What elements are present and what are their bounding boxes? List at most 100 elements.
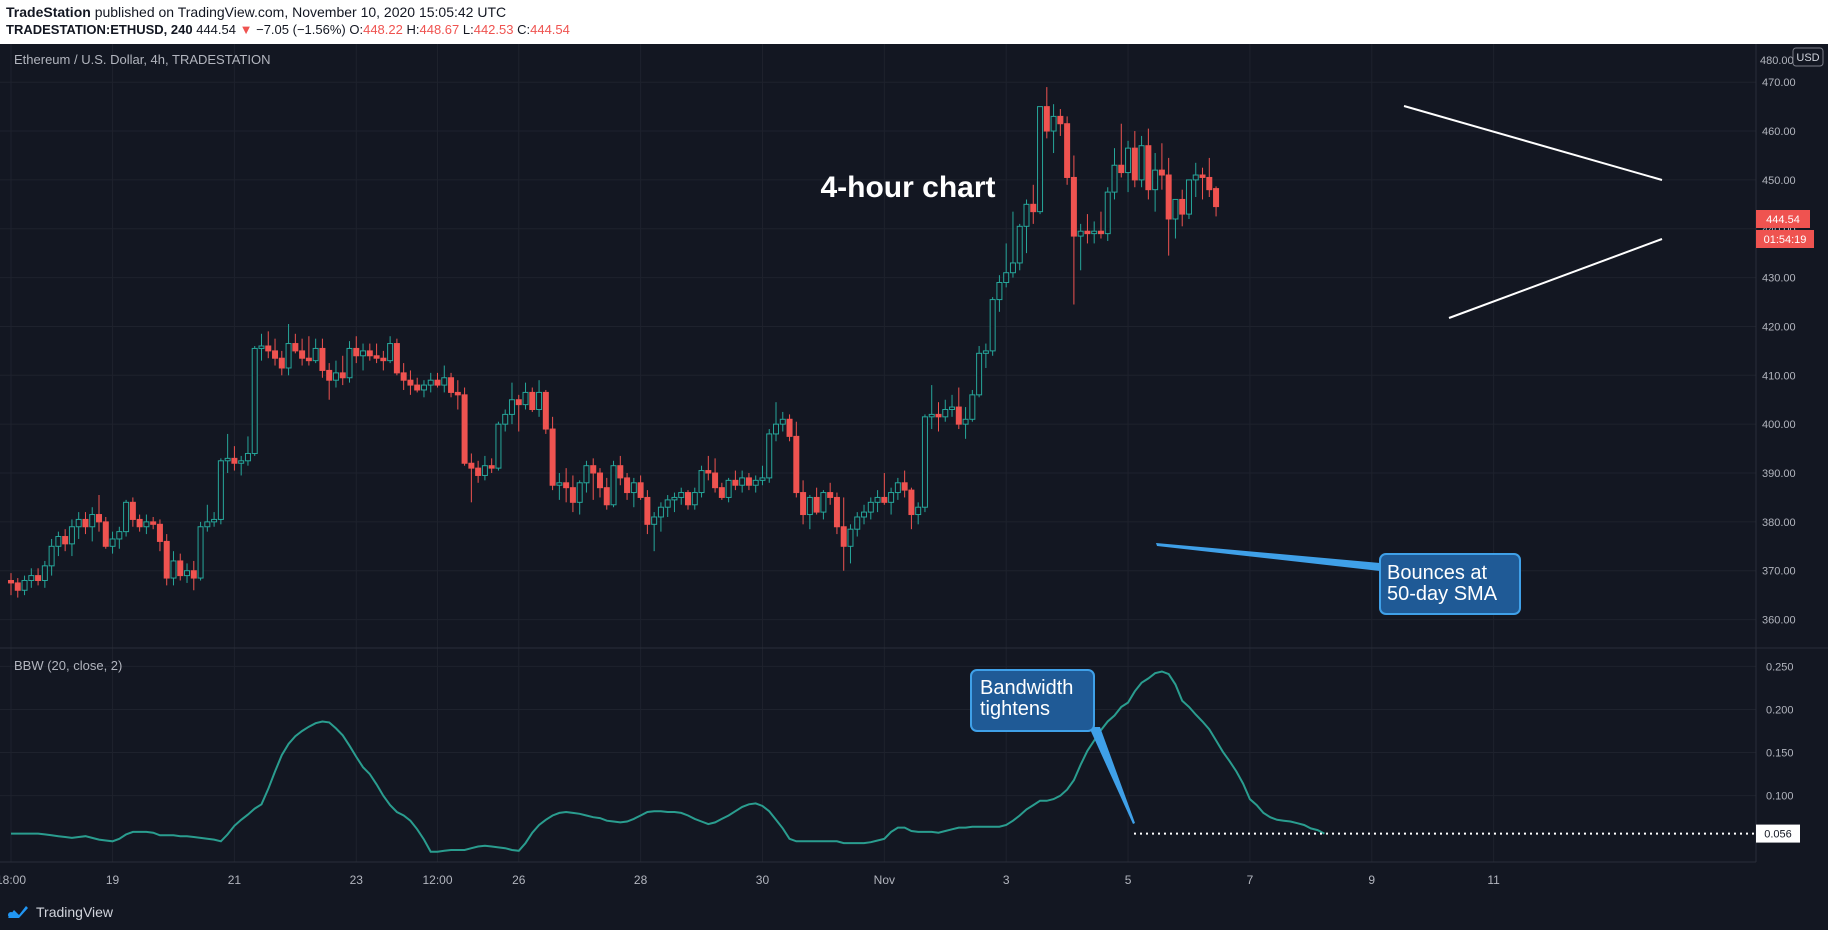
candle-body [590, 465, 597, 474]
candle-body [617, 465, 624, 479]
time-tick-label: 7 [1247, 873, 1254, 887]
candle-body [657, 506, 664, 518]
candle-body [576, 482, 583, 503]
candle-body [955, 406, 962, 425]
candle-body [921, 416, 928, 508]
candle-body [1037, 106, 1044, 213]
candle-body [339, 372, 346, 379]
bandwidth-callout-box [970, 669, 1095, 732]
tradingview-logo-icon [8, 906, 28, 918]
candle-body [380, 357, 387, 362]
candle-body [1084, 230, 1091, 235]
candle-body [1030, 203, 1037, 213]
candle-body [387, 343, 394, 362]
candle-body [1023, 203, 1030, 227]
candle-body [962, 418, 969, 425]
candle-body [1131, 147, 1138, 181]
currency-badge[interactable] [1792, 47, 1824, 67]
bbw-value-tag-label: 0.056 [1764, 829, 1792, 841]
candle-body [488, 465, 495, 469]
candle-body [292, 343, 299, 352]
candle-body [833, 496, 840, 528]
time-tick-label: 30 [756, 873, 770, 887]
candle-body [217, 460, 224, 520]
candle-body [265, 345, 272, 352]
candle-body [949, 406, 956, 411]
candle-body [624, 477, 631, 494]
bbw-tick-label: 0.100 [1766, 791, 1794, 803]
candle-body [1091, 230, 1098, 235]
candle-body [685, 492, 691, 506]
candle-body [319, 347, 326, 371]
price-tick-label: 450.00 [1762, 175, 1796, 187]
candle-body [874, 496, 881, 503]
candle-body [1213, 188, 1220, 208]
candle-body [563, 482, 570, 489]
candle-body [651, 516, 658, 525]
candle-body [495, 423, 502, 469]
candle-body [184, 570, 191, 577]
triangle-upper-trendline [1403, 105, 1663, 181]
candle-body [143, 521, 150, 528]
candle-body [502, 413, 509, 425]
candle-body [718, 487, 725, 498]
time-tick-label: 9 [1368, 873, 1375, 887]
candle-body [522, 391, 529, 406]
high-label: H: [406, 22, 420, 37]
candle-body [156, 523, 163, 542]
candle-body [536, 391, 543, 411]
candle-body [888, 492, 895, 503]
price-tick-label: 430.00 [1762, 273, 1796, 285]
candle-body [326, 369, 333, 381]
time-tick-label: 26 [512, 873, 526, 887]
candle-body [204, 521, 211, 528]
candle-body [508, 399, 515, 415]
candle-body [21, 579, 28, 591]
candle-body [1097, 230, 1104, 235]
price-tick-label: 400.00 [1762, 419, 1796, 431]
candle-body [1158, 169, 1165, 176]
candle-body [407, 379, 414, 386]
candle-body [630, 482, 637, 494]
candle-body [35, 575, 42, 581]
close-value: 444.54 [530, 22, 570, 37]
open-label: O: [349, 22, 364, 37]
countdown-tag [1756, 230, 1814, 248]
time-tick-label: 18:00 [0, 873, 26, 887]
footer-bar: TradingView [0, 898, 1828, 930]
price-tick-label: 370.00 [1762, 566, 1796, 578]
candle-body [170, 560, 177, 579]
publisher-name[interactable]: TradeStation [6, 4, 91, 20]
candle-body [82, 518, 89, 528]
candle-body [678, 492, 685, 498]
candle-body [982, 350, 989, 354]
low-label: L: [462, 22, 474, 37]
candle-body [1104, 191, 1111, 235]
candle-body [1064, 123, 1071, 178]
tradingview-brand[interactable]: TradingView [6, 904, 113, 920]
high-value: 448.67 [419, 22, 460, 37]
candle-body [224, 457, 231, 462]
tradingview-label: TradingView [36, 904, 114, 920]
candle-body [48, 545, 55, 567]
currency-label: USD [1796, 52, 1819, 64]
candle-body [752, 479, 759, 486]
price-tick-label: 360.00 [1762, 615, 1796, 627]
candle-body [908, 489, 915, 516]
candle-body [766, 433, 773, 479]
candle-body [1009, 262, 1016, 274]
time-tick-label: 3 [1003, 873, 1010, 887]
time-tick-label: 12:00 [422, 873, 452, 887]
candle-body [475, 467, 482, 476]
candle-body [75, 518, 82, 528]
candle-body [820, 492, 827, 513]
candle-body [285, 343, 292, 369]
bbw-tick-label: 0.200 [1766, 704, 1794, 716]
chart-canvas[interactable]: Ethereum / U.S. Dollar, 4h, TRADESTATION… [0, 44, 1828, 898]
candle-body [360, 350, 367, 357]
candle-body [373, 355, 380, 359]
chart-background [0, 44, 1828, 898]
ohlc-legend: TRADESTATION:ETHUSD, 240 444.54 ▼ −7.05 … [6, 22, 570, 37]
candle-body [813, 496, 820, 513]
countdown-tag-label: 01:54:19 [1764, 234, 1807, 246]
